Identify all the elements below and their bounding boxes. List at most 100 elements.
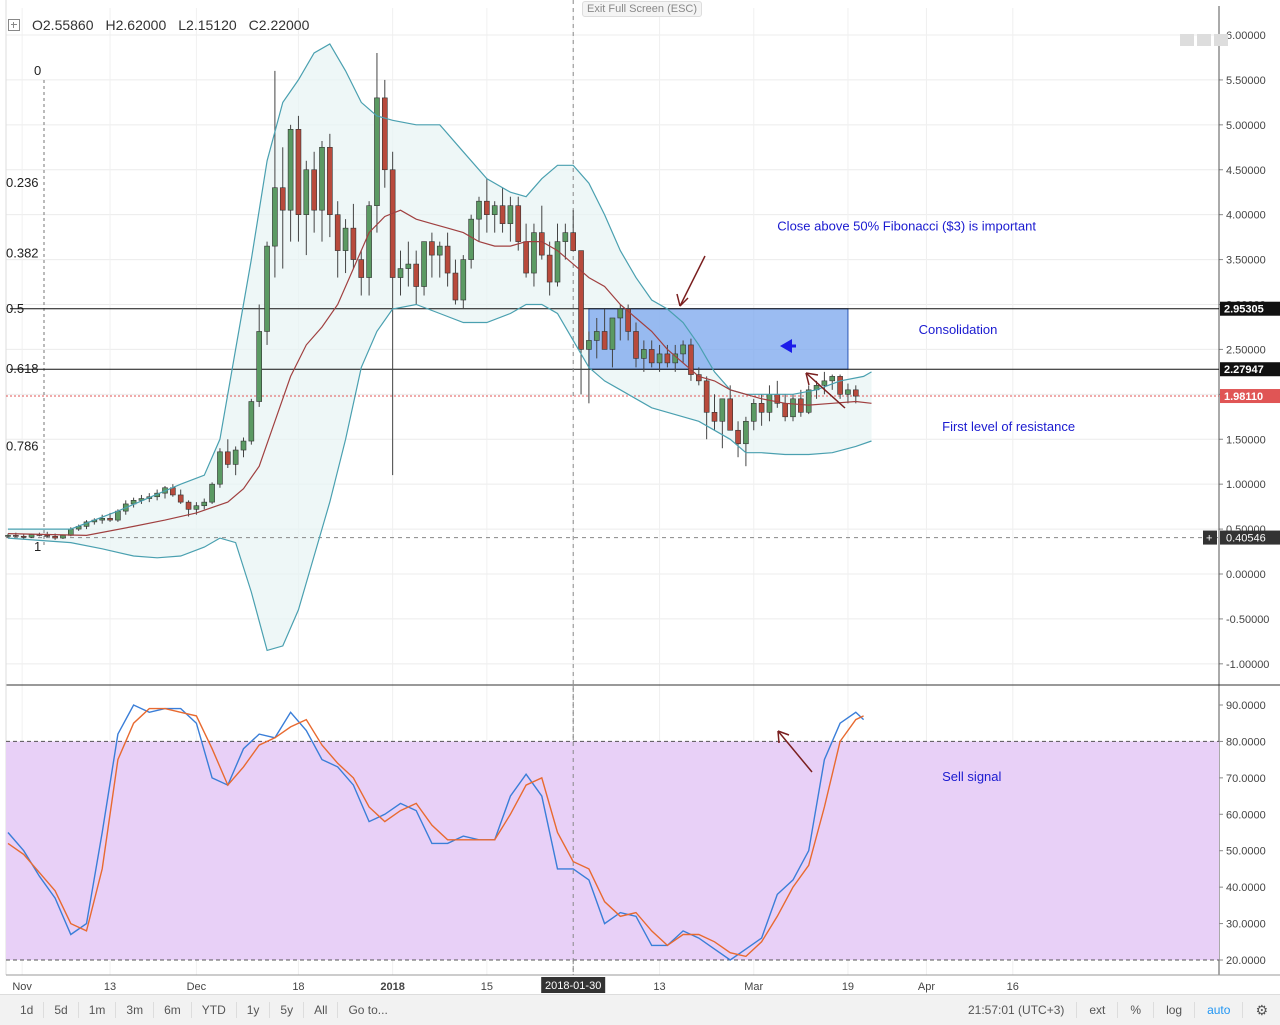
price-tick-label: 2.50000 [1226,344,1266,356]
stoch-tick-label: 60.0000 [1226,809,1266,821]
candle-body [711,411,718,422]
price-tick-label: 1.00000 [1226,479,1266,491]
candle [240,437,247,458]
time-tick-label: 16 [1007,981,1019,993]
time-tick-label: 19 [842,981,854,993]
candle [256,304,263,407]
exit-fullscreen-button[interactable]: Exit Full Screen (ESC) [582,1,703,17]
candle [546,241,553,296]
candle [680,340,686,363]
candle-body [821,380,828,386]
tf-1y[interactable]: 1y [237,1002,271,1018]
percent-toggle[interactable]: % [1117,1002,1153,1018]
candle [648,340,655,368]
candle [750,398,757,431]
candle [578,250,584,395]
tf-ytd[interactable]: YTD [192,1002,237,1018]
chart-controls [1180,34,1228,46]
tf-5y[interactable]: 5y [270,1002,305,1018]
candle-body [429,241,435,256]
candle-body [491,205,498,215]
candle-body [648,349,655,364]
candle [342,219,349,274]
candle [421,241,427,296]
auto-toggle[interactable]: auto [1194,1002,1242,1018]
crosshair-price-label: 0.40546 [1226,533,1266,545]
candle [99,514,105,524]
gear-icon[interactable]: ⚙ [1242,1002,1280,1018]
candle-body [546,254,553,283]
candle-body [829,376,836,382]
candle-body [303,169,310,215]
candle-body [389,169,396,278]
reset-icon[interactable] [1214,34,1228,46]
candle [758,394,765,426]
candle-body [460,259,467,301]
candle-body [468,218,474,260]
crosshair-price-tag [1220,530,1280,545]
candle [554,223,561,287]
candle [170,484,176,497]
annotation-arrow [679,255,706,307]
tf-1d[interactable]: 1d [0,1002,45,1018]
collapse-icon[interactable] [8,19,20,31]
tf-1m[interactable]: 1m [79,1002,117,1018]
candle-body [531,232,537,274]
candle-body [593,331,600,341]
candle-body [5,535,11,537]
tf-6m[interactable]: 6m [154,1002,192,1018]
candle [389,151,396,476]
candle [570,210,577,251]
candle-body [852,389,859,397]
candle [507,196,514,242]
tf-all[interactable]: All [304,1002,339,1018]
candle-body [538,232,545,256]
candle-body [272,187,278,247]
candle [593,317,600,359]
candle-body [421,241,427,287]
candle-body [209,483,215,503]
goto-button[interactable]: Go to... [348,1003,388,1017]
candle-body [641,349,647,359]
log-toggle[interactable]: log [1153,1002,1194,1018]
time-tick-label: Apr [918,981,935,993]
fib-level-label: 1 [34,539,41,554]
candle-body [287,129,294,211]
candle-body [295,129,302,215]
candle-body [44,535,51,537]
candle-body [837,376,843,395]
price-tick-label: 0.00000 [1226,569,1266,581]
tf-3m[interactable]: 3m [116,1002,155,1018]
candle-body [444,245,451,274]
level-tag [1220,301,1280,316]
candle [327,133,333,238]
candle-body [499,205,506,224]
ohlc-low: L2.15120 [178,17,237,33]
candle [609,317,616,368]
scroll-right-icon[interactable] [1197,34,1211,46]
candle-body [609,317,616,350]
candle [413,250,420,305]
candle-body [60,535,66,539]
ohlc-open: O2.55860 [32,17,94,33]
tf-5d[interactable]: 5d [44,1002,79,1018]
candle-body [688,344,694,375]
candle [311,151,317,233]
ext-toggle[interactable]: ext [1076,1002,1117,1018]
fib-level-label: 0 [34,63,41,78]
candle [287,124,294,242]
time-tick-label: Dec [187,981,207,993]
candle [703,376,710,440]
candle [381,79,388,188]
candle-body [436,245,443,256]
chart-svg[interactable]: 6.00000 5.50000 5.00000 4.50000 4.00000 3.500… [0,0,1280,994]
candle-body [476,200,482,220]
candle [538,205,545,260]
scroll-left-icon[interactable] [1180,34,1194,46]
candle [397,250,404,296]
candle-body [554,241,561,283]
candle-body [782,403,788,418]
candle [515,196,522,251]
annotation-text: Consolidation [919,322,998,337]
candle [468,214,474,269]
